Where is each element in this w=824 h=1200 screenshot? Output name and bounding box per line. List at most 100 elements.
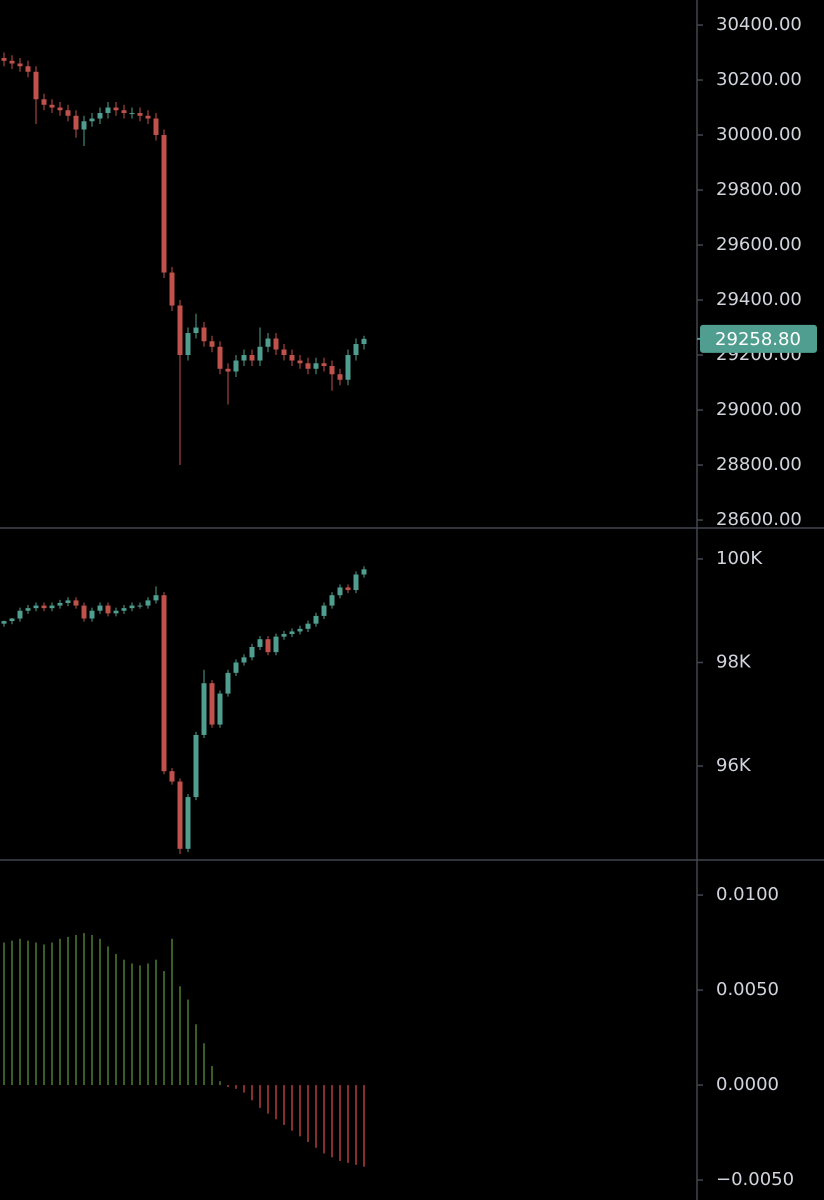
candle-body — [273, 338, 279, 350]
candle-body — [273, 636, 279, 653]
histogram-bar — [339, 1085, 341, 1162]
candle-body — [9, 60, 15, 64]
candle-body — [361, 569, 367, 575]
candle-body — [33, 71, 39, 100]
candle-body — [313, 615, 319, 624]
candle-body — [49, 605, 55, 609]
y-tick-label: 30200.00 — [716, 69, 802, 90]
histogram-bar — [243, 1085, 245, 1093]
candle-body — [113, 610, 119, 614]
y-tick-label: 29000.00 — [716, 399, 802, 420]
candle-body — [281, 349, 287, 356]
candle-body — [177, 781, 183, 849]
candle-body — [129, 605, 135, 609]
histogram-bar — [331, 1085, 333, 1158]
histogram-bar — [203, 1043, 205, 1086]
candle-body — [73, 600, 79, 606]
histogram-bar — [291, 1085, 293, 1131]
histogram-bar — [259, 1085, 261, 1108]
histogram-bar — [155, 959, 157, 1086]
histogram-bar — [11, 940, 13, 1086]
histogram-bar — [171, 938, 173, 1086]
candle-body — [193, 327, 199, 334]
histogram-bar — [27, 940, 29, 1086]
y-tick-label: 28800.00 — [716, 454, 802, 475]
candle-body — [73, 115, 79, 130]
candle-body — [9, 618, 15, 622]
candle-body — [89, 610, 95, 619]
candle-body — [297, 360, 303, 364]
candle-body — [105, 605, 111, 614]
candle-body — [241, 657, 247, 663]
candle-body — [321, 363, 327, 367]
candle-body — [17, 610, 23, 619]
candle-body — [121, 608, 127, 611]
candle-body — [41, 605, 47, 609]
candle-body — [153, 118, 159, 136]
candle-body — [137, 605, 143, 607]
candle-body — [129, 113, 135, 115]
candle-body — [209, 683, 215, 725]
candle-body — [337, 587, 343, 596]
candle-body — [81, 605, 87, 619]
histogram-bar — [195, 1024, 197, 1086]
histogram-bar — [275, 1085, 277, 1120]
candle-body — [217, 693, 223, 725]
histogram-bar — [163, 971, 165, 1086]
candle-body — [233, 360, 239, 372]
y-tick-label: 30000.00 — [716, 124, 802, 145]
candle-body — [137, 113, 143, 116]
candle-body — [313, 363, 319, 369]
candle-body — [337, 374, 343, 380]
histogram-bar — [315, 1085, 317, 1148]
histogram-bar — [75, 934, 77, 1086]
histogram-bar — [123, 959, 125, 1086]
histogram-bar — [355, 1085, 357, 1165]
candle-body — [185, 333, 191, 356]
price-tag — [700, 324, 817, 353]
candle-body — [65, 110, 71, 116]
candle-body — [249, 646, 255, 658]
y-tick-label: 29600.00 — [716, 234, 802, 255]
histogram-bar — [227, 1085, 229, 1087]
candle-body — [217, 346, 223, 369]
candle-body — [305, 363, 311, 369]
histogram-bar — [235, 1085, 237, 1089]
price-tag-label: 29258.80 — [715, 329, 801, 350]
histogram-bar — [211, 1066, 213, 1086]
y-tick-label: 0.0100 — [716, 884, 779, 905]
histogram-bar — [347, 1085, 349, 1163]
candle-body — [289, 355, 295, 361]
candle-body — [17, 63, 23, 67]
candle-body — [265, 639, 271, 653]
candle-body — [145, 115, 151, 119]
candle-body — [345, 355, 351, 380]
candle-body — [297, 628, 303, 632]
y-tick-label: 28600.00 — [716, 509, 802, 530]
candle-body — [353, 574, 359, 591]
histogram-bar — [131, 963, 133, 1086]
candle-body — [65, 600, 71, 603]
candle-body — [169, 272, 175, 306]
y-tick-label: 0.0050 — [716, 979, 779, 1000]
histogram-bar — [179, 986, 181, 1086]
candle-body — [257, 346, 263, 361]
candle-body — [57, 107, 63, 111]
candle-body — [161, 135, 167, 273]
candle-body — [169, 771, 175, 782]
histogram-bar — [267, 1085, 269, 1114]
y-tick-label: 98K — [716, 651, 752, 672]
candle-body — [329, 366, 335, 375]
histogram-bar — [299, 1085, 301, 1137]
candle-body — [113, 107, 119, 111]
candle-body — [33, 605, 39, 609]
candle-body — [209, 341, 215, 347]
candle-body — [145, 600, 151, 606]
histogram-bar — [115, 953, 117, 1086]
candle-body — [353, 344, 359, 356]
candle-body — [289, 631, 295, 635]
histogram-bar — [323, 1085, 325, 1154]
y-tick-label: 100K — [716, 548, 763, 569]
candle-body — [345, 587, 351, 591]
